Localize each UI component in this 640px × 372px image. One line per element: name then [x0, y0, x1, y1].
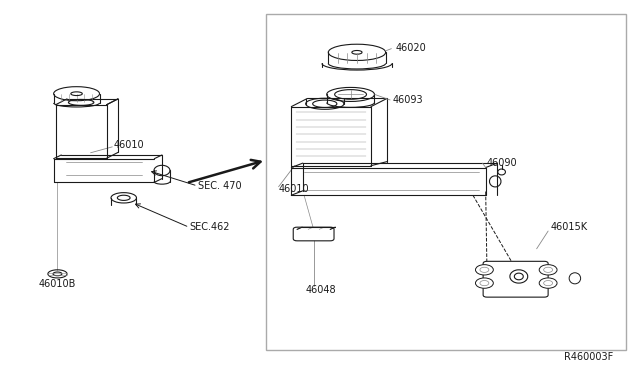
Ellipse shape — [569, 273, 580, 284]
Circle shape — [480, 280, 489, 286]
Circle shape — [480, 267, 489, 272]
Text: 46093: 46093 — [393, 95, 423, 105]
FancyBboxPatch shape — [293, 227, 334, 241]
Text: SEC. 470: SEC. 470 — [198, 181, 241, 191]
Circle shape — [476, 264, 493, 275]
Text: 46090: 46090 — [487, 158, 518, 168]
Circle shape — [476, 278, 493, 288]
Circle shape — [543, 280, 552, 286]
Text: 46020: 46020 — [395, 43, 426, 53]
Text: 46010B: 46010B — [38, 279, 76, 289]
Text: 46048: 46048 — [306, 285, 337, 295]
Text: 46010: 46010 — [278, 184, 309, 194]
Circle shape — [540, 278, 557, 288]
Text: SEC.462: SEC.462 — [189, 222, 230, 232]
Circle shape — [540, 264, 557, 275]
FancyBboxPatch shape — [483, 261, 548, 297]
Text: R460003F: R460003F — [564, 352, 613, 362]
Text: 46015K: 46015K — [550, 222, 588, 232]
Circle shape — [543, 267, 552, 272]
Text: 46010: 46010 — [113, 140, 144, 150]
Bar — [266, 14, 626, 350]
